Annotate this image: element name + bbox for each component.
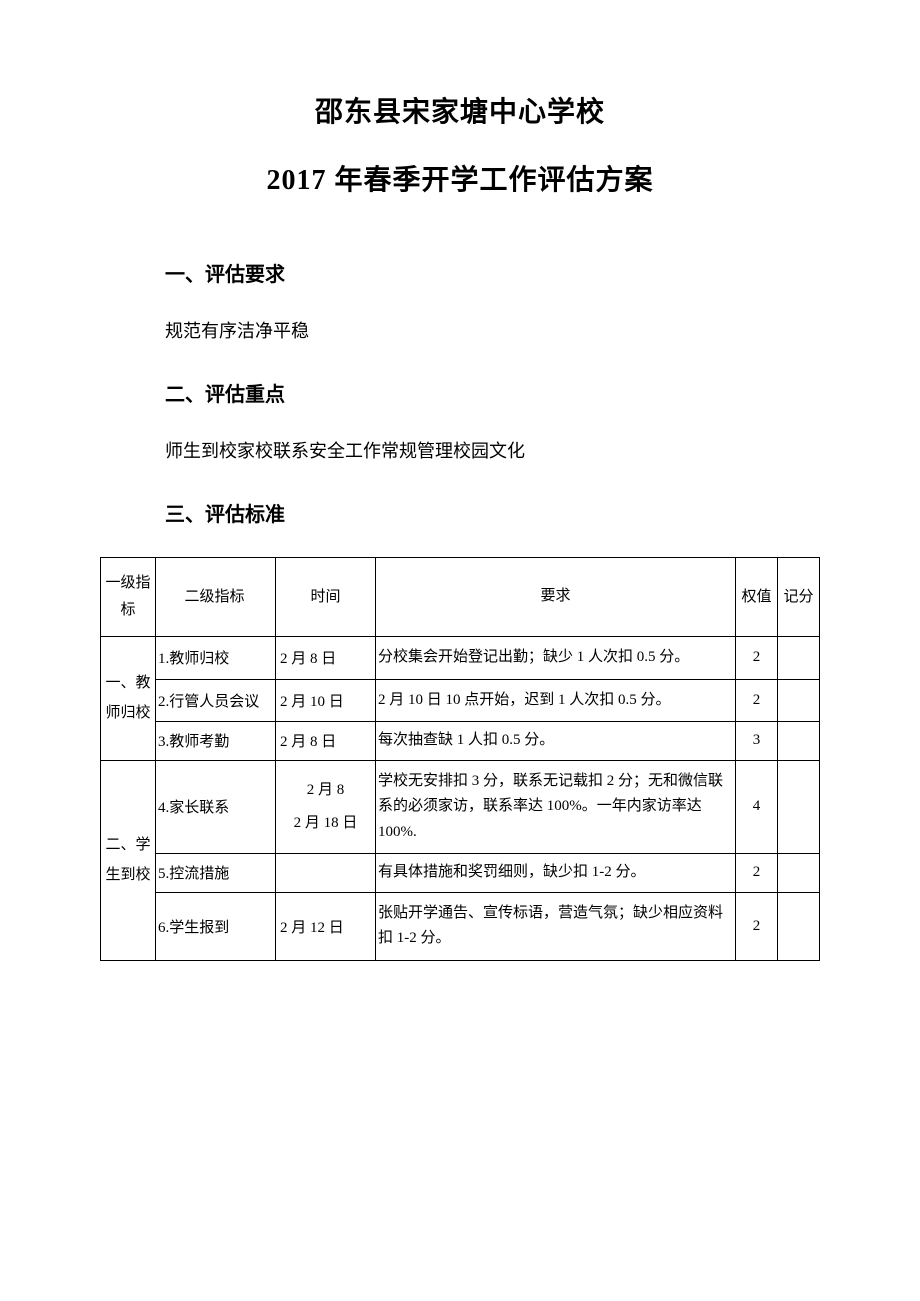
- section-3-heading: 三、评估标准: [165, 498, 820, 527]
- cell-indicator: 2.行管人员会议: [156, 679, 276, 722]
- cell-requirement: 有具体措施和奖罚细则，缺少扣 1-2 分。: [376, 854, 736, 893]
- section-1-heading: 一、评估要求: [165, 258, 820, 287]
- cell-indicator: 1.教师归校: [156, 637, 276, 680]
- table-row: 2.行管人员会议 2 月 10 日 2 月 10 日 10 点开始，迟到 1 人…: [101, 679, 820, 722]
- section-2-heading: 二、评估重点: [165, 378, 820, 407]
- cell-indicator: 6.学生报到: [156, 892, 276, 960]
- cell-requirement: 分校集会开始登记出勤；缺少 1 人次扣 0.5 分。: [376, 637, 736, 680]
- evaluation-table: 一级指标 二级指标 时间 要求 权值 记分 一、教 师归校 1.教师归校 2 月…: [100, 557, 820, 961]
- cell-time: 2 月 8 2 月 18 日: [276, 760, 376, 854]
- cell-indicator: 3.教师考勤: [156, 722, 276, 761]
- table-row: 二、学生到校 4.家长联系 2 月 8 2 月 18 日 学校无安排扣 3 分，…: [101, 760, 820, 854]
- cell-score: [778, 679, 820, 722]
- cell-requirement: 张贴开学通告、宣传标语，营造气氛；缺少相应资料扣 1-2 分。: [376, 892, 736, 960]
- cell-time: 2 月 12 日: [276, 892, 376, 960]
- cell-score: [778, 760, 820, 854]
- header-score: 记分: [778, 558, 820, 637]
- group-1-label: 一、教 师归校: [101, 637, 156, 761]
- evaluation-table-wrapper: 一级指标 二级指标 时间 要求 权值 记分 一、教 师归校 1.教师归校 2 月…: [100, 557, 820, 961]
- cell-weight: 2: [736, 892, 778, 960]
- cell-requirement: 2 月 10 日 10 点开始，迟到 1 人次扣 0.5 分。: [376, 679, 736, 722]
- document-title-line1: 邵东县宋家塘中心学校: [100, 90, 820, 130]
- table-row: 一、教 师归校 1.教师归校 2 月 8 日 分校集会开始登记出勤；缺少 1 人…: [101, 637, 820, 680]
- table-header-row: 一级指标 二级指标 时间 要求 权值 记分: [101, 558, 820, 637]
- cell-requirement: 每次抽查缺 1 人扣 0.5 分。: [376, 722, 736, 761]
- cell-indicator: 4.家长联系: [156, 760, 276, 854]
- table-row: 3.教师考勤 2 月 8 日 每次抽查缺 1 人扣 0.5 分。 3: [101, 722, 820, 761]
- header-level2: 二级指标: [156, 558, 276, 637]
- cell-time: [276, 854, 376, 893]
- table-row: 6.学生报到 2 月 12 日 张贴开学通告、宣传标语，营造气氛；缺少相应资料扣…: [101, 892, 820, 960]
- section-2-text: 师生到校家校联系安全工作常规管理校园文化: [165, 437, 820, 463]
- cell-weight: 2: [736, 679, 778, 722]
- header-level1: 一级指标: [101, 558, 156, 637]
- cell-score: [778, 892, 820, 960]
- cell-weight: 2: [736, 637, 778, 680]
- header-weight: 权值: [736, 558, 778, 637]
- cell-weight: 2: [736, 854, 778, 893]
- section-1-text: 规范有序洁净平稳: [165, 317, 820, 343]
- cell-time: 2 月 8 日: [276, 722, 376, 761]
- header-requirement: 要求: [376, 558, 736, 637]
- table-row: 5.控流措施 有具体措施和奖罚细则，缺少扣 1-2 分。 2: [101, 854, 820, 893]
- cell-time: 2 月 10 日: [276, 679, 376, 722]
- cell-score: [778, 722, 820, 761]
- cell-weight: 3: [736, 722, 778, 761]
- document-title-line2: 2017 年春季开学工作评估方案: [100, 158, 820, 198]
- group-2-label: 二、学生到校: [101, 760, 156, 960]
- cell-indicator: 5.控流措施: [156, 854, 276, 893]
- cell-score: [778, 854, 820, 893]
- cell-time: 2 月 8 日: [276, 637, 376, 680]
- cell-score: [778, 637, 820, 680]
- cell-weight: 4: [736, 760, 778, 854]
- cell-requirement: 学校无安排扣 3 分，联系无记载扣 2 分；无和微信联系的必须家访，联系率达 1…: [376, 760, 736, 854]
- header-time: 时间: [276, 558, 376, 637]
